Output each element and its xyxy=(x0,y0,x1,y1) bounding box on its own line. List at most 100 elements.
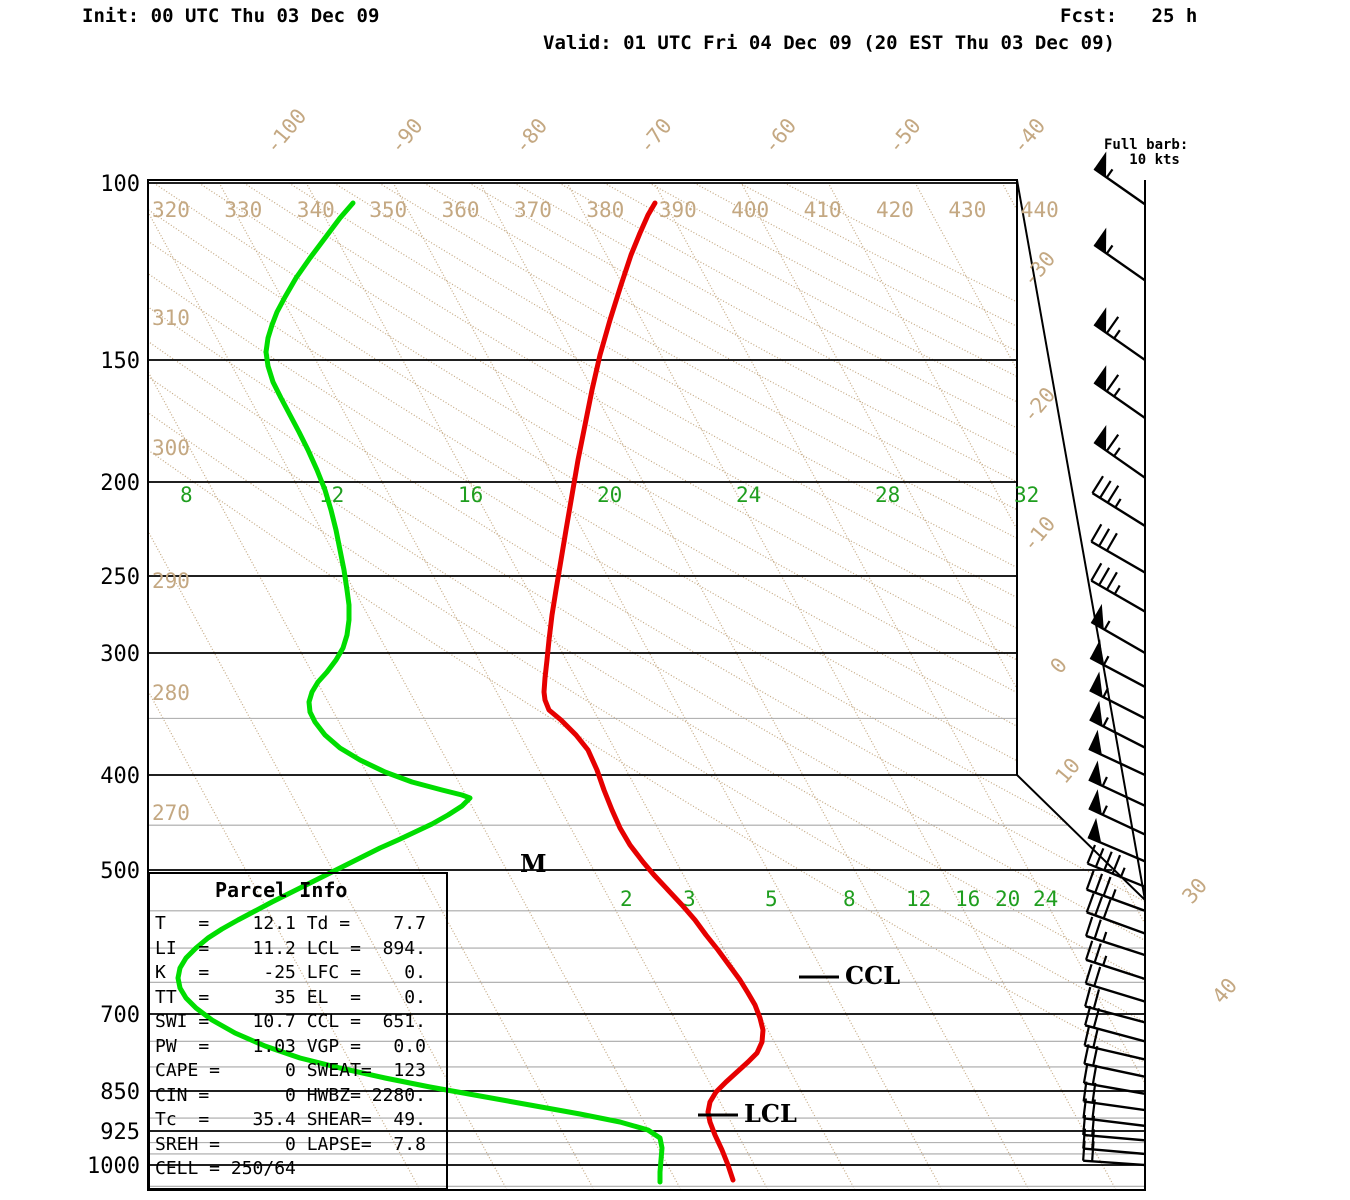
wind-barb[interactable] xyxy=(1093,227,1146,282)
mixing-ratio-label: 5 xyxy=(765,887,778,911)
wind-barb[interactable] xyxy=(1085,893,1146,935)
isotherm-label: 0 xyxy=(1045,653,1072,678)
isotherm-line xyxy=(391,180,943,1190)
wind-barb[interactable] xyxy=(1084,916,1146,957)
theta-label: 350 xyxy=(369,198,407,222)
parcel-info-row: T = 12.1 Td = 7.7 xyxy=(155,913,426,934)
wind-barb[interactable] xyxy=(1089,639,1146,689)
wind-barb[interactable] xyxy=(1083,1044,1146,1078)
pressure-tick-label: 150 xyxy=(100,349,140,374)
wind-barb[interactable] xyxy=(1084,1005,1146,1043)
parcel-info-box xyxy=(148,872,448,1190)
dry-adiabat-line xyxy=(148,182,1145,1190)
wind-barb[interactable] xyxy=(1089,671,1146,720)
pressure-tick-label: 850 xyxy=(100,1080,140,1105)
wind-barb[interactable] xyxy=(1083,1025,1146,1061)
isotherm-line xyxy=(1000,180,1145,1190)
wind-barb[interactable] xyxy=(1089,700,1146,749)
pressure-tick-label: 500 xyxy=(100,859,140,884)
theta-label: 290 xyxy=(152,569,190,593)
ccl-label: CCL xyxy=(845,961,900,990)
isotherm-label: -80 xyxy=(509,114,552,158)
theta-label: 440 xyxy=(1021,198,1059,222)
isotherm-label: -100 xyxy=(260,104,311,158)
dry-adiabat-line xyxy=(513,182,1145,745)
theta-label: 400 xyxy=(731,198,769,222)
theta-label: 340 xyxy=(297,198,335,222)
theta-label: 310 xyxy=(152,306,190,330)
pressure-tick-label: 1000 xyxy=(87,1154,140,1179)
wind-barb[interactable] xyxy=(1093,151,1146,206)
moist-adiabat-label: 16 xyxy=(458,483,483,507)
theta-label: 370 xyxy=(514,198,552,222)
wind-barb[interactable] xyxy=(1084,964,1146,1003)
isotherm-label: 30 xyxy=(1177,873,1212,908)
isotherm-label: -30 xyxy=(1017,247,1060,291)
isotherm-label: -60 xyxy=(758,114,801,158)
theta-label: 330 xyxy=(224,198,262,222)
valid-time-label: Valid: 01 UTC Fri 04 Dec 09 (20 EST Thu … xyxy=(543,32,1115,54)
isotherm-line xyxy=(565,180,1117,1190)
theta-label: 410 xyxy=(804,198,842,222)
forecast-hour-label: Fcst: 25 h xyxy=(1060,5,1198,27)
isotherm-line xyxy=(1262,180,1350,1190)
moist-adiabat-label: 24 xyxy=(736,483,761,507)
wind-panel-diagonal xyxy=(1016,179,1146,901)
isobars-group xyxy=(148,182,1145,1187)
parcel-info-row: TT = 35 EL = 0. xyxy=(155,986,426,1008)
wind-barb[interactable] xyxy=(1090,603,1146,655)
wind-barb[interactable] xyxy=(1088,789,1146,836)
pressure-tick-label: 200 xyxy=(100,471,140,496)
dry-adiabat-line xyxy=(243,182,1145,929)
wind-barb-legend: Full barb: 10 kts xyxy=(1104,137,1189,168)
wind-barb[interactable] xyxy=(1082,1081,1146,1112)
init-time-label: Init: 00 UTC Thu 03 Dec 09 xyxy=(82,5,380,27)
moist-adiabat-label: 8 xyxy=(180,483,193,507)
wind-barb[interactable] xyxy=(1091,475,1146,527)
lcl-label: LCL xyxy=(744,1099,797,1128)
wind-barb[interactable] xyxy=(1090,523,1146,574)
pressure-tick-label: 400 xyxy=(100,764,140,789)
parcel-info-row: Tc = 35.4 SHEAR= 49. xyxy=(155,1109,426,1130)
parcel-info-values: T = 12.1 Td = 7.7 LI = 11.2 LCL = 894. K =… xyxy=(155,912,426,1182)
isotherm-line xyxy=(739,180,1145,1190)
wind-barb[interactable] xyxy=(1088,760,1146,807)
isotherm-label: -10 xyxy=(1017,512,1060,556)
isotherm-line xyxy=(1175,180,1350,1190)
moist-adiabat-label: 20 xyxy=(597,483,622,507)
dry-adiabat-line xyxy=(198,182,1145,963)
theta-label: 420 xyxy=(876,198,914,222)
wind-barb[interactable] xyxy=(1093,424,1146,479)
pressure-tick-label: 100 xyxy=(100,172,140,197)
dry-adiabat-line xyxy=(148,182,1145,1188)
wind-barb[interactable] xyxy=(1090,562,1146,613)
isotherm-line xyxy=(478,180,1030,1190)
moist-adiabat-label: 32 xyxy=(1014,483,1039,507)
dry-adiabat-line xyxy=(693,182,1145,631)
wind-barb[interactable] xyxy=(1087,817,1146,863)
parcel-info-row: SREH = 0 LAPSE= 7.8 xyxy=(155,1133,426,1155)
wind-barb[interactable] xyxy=(1086,844,1146,888)
moist-adiabat-label: 28 xyxy=(875,483,900,507)
pressure-tick-label: 925 xyxy=(100,1120,140,1145)
wind-barb[interactable] xyxy=(1093,307,1146,361)
dry-adiabat-line xyxy=(423,182,1145,805)
wind-barb[interactable] xyxy=(1093,365,1146,420)
isotherm-label: 40 xyxy=(1207,973,1242,1008)
mixing-ratio-label: 3 xyxy=(683,887,696,911)
sounding-curves-group xyxy=(175,200,766,1185)
wind-barbs-group[interactable] xyxy=(1082,151,1146,1167)
wind-barb[interactable] xyxy=(1088,729,1146,777)
pressure-tick-label: 250 xyxy=(100,565,140,590)
wind-barb[interactable] xyxy=(1084,986,1146,1024)
dry-adiabat-line xyxy=(378,182,1145,828)
parcel-info-title: Parcel Info xyxy=(215,878,348,902)
dry-adiabat-line xyxy=(468,182,1145,772)
parcel-info-row: PW = 1.03 VGP = 0.0 xyxy=(155,1035,426,1057)
wind-barb[interactable] xyxy=(1085,870,1146,912)
wind-barb[interactable] xyxy=(1084,940,1146,981)
mixing-ratio-label: 12 xyxy=(906,887,931,911)
wind-barb[interactable] xyxy=(1082,1063,1146,1095)
dry-adiabat-line xyxy=(648,182,1145,654)
wind-barb[interactable] xyxy=(1082,1140,1146,1167)
